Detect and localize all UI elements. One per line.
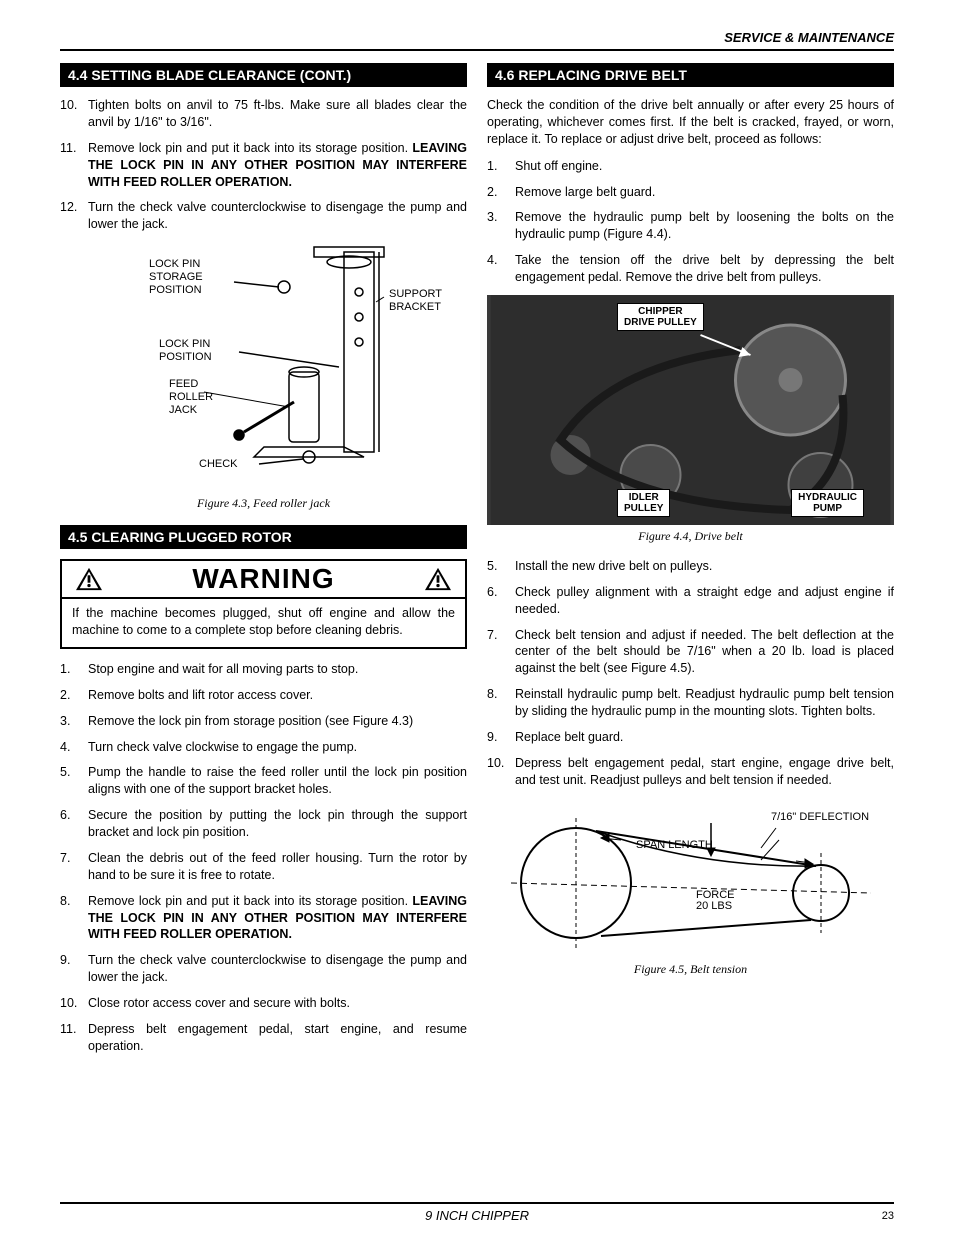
list-item: Turn the check valve counterclockwise to… <box>60 952 467 986</box>
label-idler-pulley: IDLERPULLEY <box>617 489 670 517</box>
warning-icon <box>74 566 104 592</box>
figure-4-3-diagram: LOCK PIN STORAGE POSITION LOCK PIN POSIT… <box>84 242 444 492</box>
page-footer: 9 INCH CHIPPER 23 <box>60 1202 894 1223</box>
svg-text:STORAGE: STORAGE <box>149 271 203 283</box>
svg-text:BRACKET: BRACKET <box>389 301 441 313</box>
section-4-5-header: 4.5 CLEARING PLUGGED ROTOR <box>60 525 467 549</box>
section-4-6-header: 4.6 REPLACING DRIVE BELT <box>487 63 894 87</box>
list-item: Reinstall hydraulic pump belt. Readjust … <box>487 686 894 720</box>
list-item: Stop engine and wait for all moving part… <box>60 661 467 678</box>
list-item: Remove the lock pin from storage positio… <box>60 713 467 730</box>
footer-title: 9 INCH CHIPPER <box>425 1208 529 1223</box>
svg-text:20 LBS: 20 LBS <box>696 900 732 912</box>
label-lock-pin-position: LOCK PIN <box>159 338 210 350</box>
section-4-4-header: 4.4 SETTING BLADE CLEARANCE (CONT.) <box>60 63 467 87</box>
header-rule <box>60 49 894 51</box>
section-4-6-list-b: Install the new drive belt on pulleys. C… <box>487 558 894 789</box>
list-item: Turn check valve clockwise to engage the… <box>60 739 467 756</box>
main-columns: 4.4 SETTING BLADE CLEARANCE (CONT.) Tigh… <box>60 63 894 1064</box>
list-item: Replace belt guard. <box>487 729 894 746</box>
svg-text:POSITION: POSITION <box>149 284 202 296</box>
label-lock-pin-storage: LOCK PIN <box>149 258 200 270</box>
list-item: Tighten bolts on anvil to 75 ft-lbs. Mak… <box>60 97 467 131</box>
list-item: Take the tension off the drive belt by d… <box>487 252 894 286</box>
label-feed-roller-jack: FEED <box>169 378 198 390</box>
svg-text:JACK: JACK <box>169 404 198 416</box>
label-check: CHECK <box>199 458 238 470</box>
list-item: Depress belt engagement pedal, start eng… <box>60 1021 467 1055</box>
figure-4-3-caption: Figure 4.3, Feed roller jack <box>60 496 467 511</box>
right-column: 4.6 REPLACING DRIVE BELT Check the condi… <box>487 63 894 1064</box>
section-4-5-list: Stop engine and wait for all moving part… <box>60 661 467 1055</box>
list-item: Pump the handle to raise the feed roller… <box>60 764 467 798</box>
list-item: Depress belt engagement pedal, start eng… <box>487 755 894 789</box>
warning-box: WARNING If the machine becomes plugged, … <box>60 559 467 649</box>
list-item: Remove large belt guard. <box>487 184 894 201</box>
footer-page-number: 23 <box>882 1210 894 1222</box>
figure-4-5-caption: Figure 4.5, Belt tension <box>487 962 894 977</box>
section-4-4-list: Tighten bolts on anvil to 75 ft-lbs. Mak… <box>60 97 467 233</box>
list-text: Remove lock pin and put it back into its… <box>88 894 412 908</box>
warning-body: If the machine becomes plugged, shut off… <box>62 599 465 647</box>
figure-4-4-photo: CHIPPERDRIVE PULLEY IDLERPULLEY HYDRAULI… <box>487 295 894 525</box>
list-item: Check belt tension and adjust if needed.… <box>487 627 894 678</box>
label-chipper-drive-pulley: CHIPPERDRIVE PULLEY <box>617 303 704 331</box>
header-section-label: SERVICE & MAINTENANCE <box>60 30 894 45</box>
warning-icon <box>423 566 453 592</box>
section-4-6-intro: Check the condition of the drive belt an… <box>487 97 894 148</box>
list-item: Install the new drive belt on pulleys. <box>487 558 894 575</box>
list-text: Remove lock pin and put it back into its… <box>88 141 412 155</box>
warning-header: WARNING <box>62 561 465 599</box>
list-item: Remove the hydraulic pump belt by loosen… <box>487 209 894 243</box>
section-4-6-list-a: Shut off engine. Remove large belt guard… <box>487 158 894 286</box>
list-item: Remove bolts and lift rotor access cover… <box>60 687 467 704</box>
list-item: Close rotor access cover and secure with… <box>60 995 467 1012</box>
list-item: Secure the position by putting the lock … <box>60 807 467 841</box>
figure-4-5-diagram: 7/16" DEFLECTION SPAN LENGTH FORCE 20 LB… <box>501 798 881 958</box>
list-item: Shut off engine. <box>487 158 894 175</box>
list-item: Remove lock pin and put it back into its… <box>60 893 467 944</box>
list-item: Check pulley alignment with a straight e… <box>487 584 894 618</box>
warning-title: WARNING <box>192 563 334 595</box>
list-item: Clean the debris out of the feed roller … <box>60 850 467 884</box>
label-hydraulic-pump: HYDRAULICPUMP <box>791 489 864 517</box>
list-item: Turn the check valve counterclockwise to… <box>60 199 467 233</box>
left-column: 4.4 SETTING BLADE CLEARANCE (CONT.) Tigh… <box>60 63 467 1064</box>
label-deflection: 7/16" DEFLECTION <box>771 811 869 823</box>
svg-text:POSITION: POSITION <box>159 351 212 363</box>
label-span: SPAN LENGTH <box>636 839 713 851</box>
figure-4-4-caption: Figure 4.4, Drive belt <box>487 529 894 544</box>
label-support-bracket: SUPPORT <box>389 288 442 300</box>
list-item: Remove lock pin and put it back into its… <box>60 140 467 191</box>
